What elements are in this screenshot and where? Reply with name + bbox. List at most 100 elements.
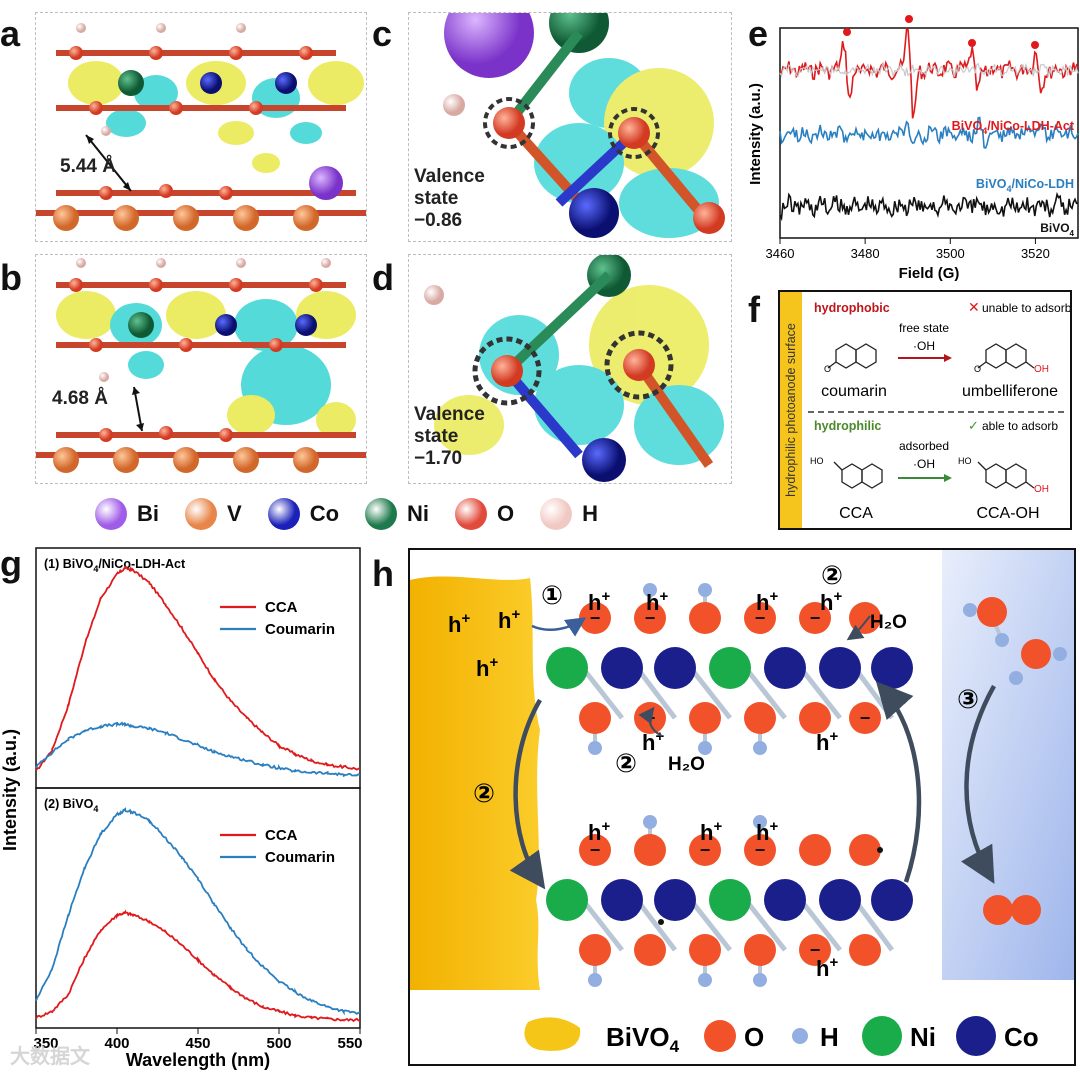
o-atom: [689, 702, 721, 734]
arrow-water-mid: [638, 706, 663, 737]
co-atom: [764, 647, 806, 689]
epr-x-tick-label: 3520: [1021, 246, 1050, 261]
radical-dot: [877, 847, 883, 853]
check-icon: ✓: [968, 418, 979, 433]
epr-label-ldh: BiVO4/NiCo-LDH: [976, 177, 1074, 194]
v-atom-icon: [185, 498, 217, 530]
h-plus-label: h+: [588, 818, 610, 845]
h-atom: [588, 741, 602, 755]
photoanode-side-label: hydrophilic photoanode surface: [784, 323, 798, 497]
co-atom: [871, 879, 913, 921]
arrow-water-top: [846, 615, 871, 641]
unable-label: unable to adsorb: [982, 301, 1070, 315]
arrow-cycle-up: [875, 681, 922, 883]
minus-charge: −: [860, 708, 871, 728]
valence-label-d: Valence state −1.70: [414, 404, 485, 470]
fluorescence-chart: (1) BiVO4/NiCo-LDH-Act (2) BiVO4 CCA Coum…: [0, 547, 363, 1070]
epr-xlabel: Field (G): [899, 265, 960, 282]
arrow-hole-transfer: [531, 617, 587, 637]
bivo4-photoanode: [410, 576, 540, 990]
step-number: ②: [821, 560, 843, 590]
epr-label-act: BiVO4/NiCo-LDH-Act: [952, 119, 1075, 136]
ni-legend-label: Ni: [910, 1022, 936, 1052]
adsorbed-label: adsorbed: [899, 439, 949, 453]
panel-label-b: b: [0, 257, 22, 298]
h2o-label-middle: H₂O: [668, 754, 705, 775]
panel-d-structure: [408, 254, 732, 484]
h-atom: [588, 973, 602, 987]
coumarin-o: O: [824, 364, 831, 374]
co-atom: [871, 647, 913, 689]
h-atom: [753, 973, 767, 987]
panel-b-structure: [35, 254, 367, 484]
arrow-adsorbed: [944, 474, 952, 482]
o-atom: [579, 934, 611, 966]
step-number: ③: [957, 684, 979, 714]
o-atom: [1011, 895, 1041, 925]
bi-atom-icon: [95, 498, 127, 530]
o-atom: [977, 597, 1007, 627]
h2o-label-top: H₂O: [870, 612, 907, 633]
epr-x-tick-label: 3480: [851, 246, 880, 261]
panel-f-scheme: hydrophilic photoanode surface hydrophob…: [778, 290, 1072, 530]
valence-d-line1: Valence: [414, 404, 485, 425]
g-series-coumarin-1: [35, 721, 361, 778]
o-atom: [799, 702, 831, 734]
h-plus-label: h+: [756, 588, 778, 615]
panel-h-scheme: − − − − − − − − − − h+ h+ h+ h+ h+ h+ h+ h+ h+ h+ h+ h+ h+ H₂O H…: [408, 548, 1076, 1066]
adsorption-scheme: hydrophilic photoanode surface hydrophob…: [780, 292, 1072, 528]
g-series-cca-1: [35, 565, 361, 771]
atom-legend-label: Co: [309, 501, 340, 526]
ni-atom-icon: [365, 498, 398, 530]
epr-peak-marker-4: [1031, 41, 1039, 49]
epr-series-act-gray: [779, 62, 1079, 78]
panel-label-h: h: [372, 553, 394, 594]
atom-legend-label: Bi: [137, 501, 159, 526]
arrow-cycle-down: [509, 698, 546, 890]
h-atom-icon: [540, 498, 573, 530]
o-atom-icon: [455, 498, 488, 530]
g-series-coumarin-2: [35, 807, 361, 1016]
coumarin-structure: [827, 343, 877, 369]
valence-d-line2: state: [414, 426, 459, 447]
o-atom: [799, 602, 831, 634]
co-atom: [601, 879, 643, 921]
h-atom: [1053, 647, 1067, 661]
h-atom: [995, 633, 1009, 647]
g-legend-label: Coumarin: [265, 849, 335, 866]
atom-legend-item-v: V: [185, 498, 242, 530]
atom-legend-label: H: [582, 501, 599, 526]
minus-charge: −: [700, 840, 711, 860]
umbelliferone-o: O: [974, 364, 981, 374]
epr-peak-marker-3: [968, 39, 976, 47]
distance-label-a: 5.44 Å: [60, 156, 116, 177]
valence-d-value: −1.70: [414, 448, 463, 469]
g-x-tick-label: 550: [337, 1035, 362, 1052]
radical-dot: [658, 919, 664, 925]
photoanode-strip: [780, 292, 802, 528]
co-atom: [654, 879, 696, 921]
panel-label-g: g: [0, 543, 22, 584]
epr-x-tick-label: 3500: [936, 246, 965, 261]
epr-series-ldh: [779, 116, 1079, 150]
h-atom: [643, 583, 657, 597]
panel-label-c: c: [372, 13, 393, 54]
ni-legend-icon: [862, 1016, 902, 1056]
oh-radical-1: ·OH: [913, 339, 935, 353]
o-atom: [744, 934, 776, 966]
h-atom: [753, 815, 767, 829]
o-atom: [799, 934, 831, 966]
minus-charge: −: [645, 608, 656, 628]
atom-legend-label: O: [497, 501, 515, 526]
o-atom: [744, 702, 776, 734]
cca-structure: [833, 461, 883, 489]
atom-legend: Bi V Co Ni O H: [95, 492, 715, 536]
g-xlabel: Wavelength (nm): [126, 1050, 270, 1070]
h-plus-label: h+: [448, 610, 470, 637]
h-plus-label: h+: [756, 818, 778, 845]
atom-legend-item-h: H: [540, 498, 598, 530]
g-x-tick-label: 450: [185, 1035, 210, 1052]
o-legend-icon: [704, 1020, 736, 1052]
panel-c-structure: [408, 12, 732, 242]
g-title-1: (1) BiVO4/NiCo-LDH-Act: [44, 557, 186, 574]
